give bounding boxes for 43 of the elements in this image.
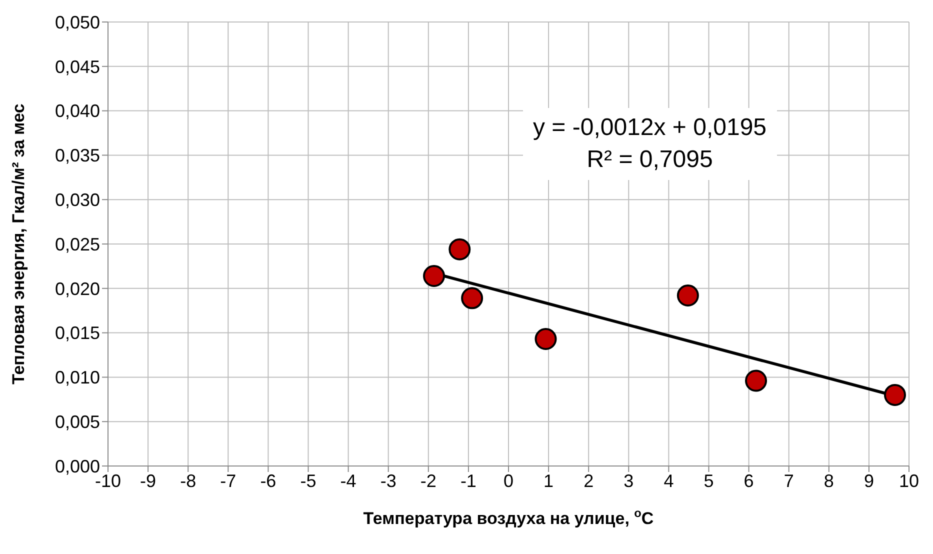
x-tick-label: 7	[784, 470, 794, 491]
y-tick-label: 0,005	[54, 412, 100, 432]
y-tick-label: 0,035	[54, 146, 100, 166]
x-tick-label: 0	[503, 470, 514, 491]
x-tick-label: 6	[744, 470, 754, 491]
point	[423, 264, 446, 287]
annotation: R² = 0,7095	[586, 145, 714, 175]
x-tick-label: 10	[898, 470, 920, 491]
x-tick-label: 8	[824, 470, 834, 491]
point	[461, 287, 484, 310]
y-tick-label: 0,000	[54, 456, 100, 476]
x-tick-label: -4	[340, 470, 356, 491]
point	[534, 328, 557, 350]
y-tick-label: 0,050	[54, 12, 100, 32]
equation-box: y = -0,0012x + 0,0195 R² = 0,7095	[523, 108, 777, 180]
x-tick-label: 1	[544, 470, 554, 491]
x-tick-label: -6	[260, 470, 276, 491]
x-tick-label: -2	[420, 470, 436, 491]
y-tick-label: 0,010	[54, 368, 100, 388]
point	[448, 238, 471, 260]
point	[745, 370, 768, 392]
x-tick-label: -5	[300, 470, 316, 491]
y-tick-label: 0,015	[54, 323, 100, 344]
x-tick-label: 2	[584, 470, 594, 491]
y-axis-title: Тепловая энергия, Гкал/м² за мес	[9, 104, 28, 384]
x-tick-label: -9	[140, 470, 156, 491]
x-tick-label: -8	[180, 470, 196, 491]
x-tick-label: -7	[220, 470, 236, 491]
y-tick-label: 0,020	[54, 278, 100, 299]
x-tick-label: 9	[864, 470, 874, 491]
y-tick-label: 0,040	[54, 101, 100, 122]
y-tick-label: 0,045	[54, 56, 100, 77]
x-tick-label: 4	[664, 470, 674, 491]
y-tick-label: 0,025	[54, 234, 100, 254]
y-tick-label: 0,030	[54, 190, 100, 210]
annotation: y = -0,0012x + 0,0195	[533, 113, 767, 143]
point	[884, 384, 906, 406]
x-axis-title: Температура воздуха на улице, $^{o}$C	[363, 506, 654, 528]
x-tick-label: -3	[380, 470, 396, 491]
x-tick-label: 3	[624, 470, 634, 491]
x-tick-label: 5	[704, 470, 714, 491]
point	[676, 284, 699, 307]
x-tick-label: -1	[460, 470, 476, 491]
